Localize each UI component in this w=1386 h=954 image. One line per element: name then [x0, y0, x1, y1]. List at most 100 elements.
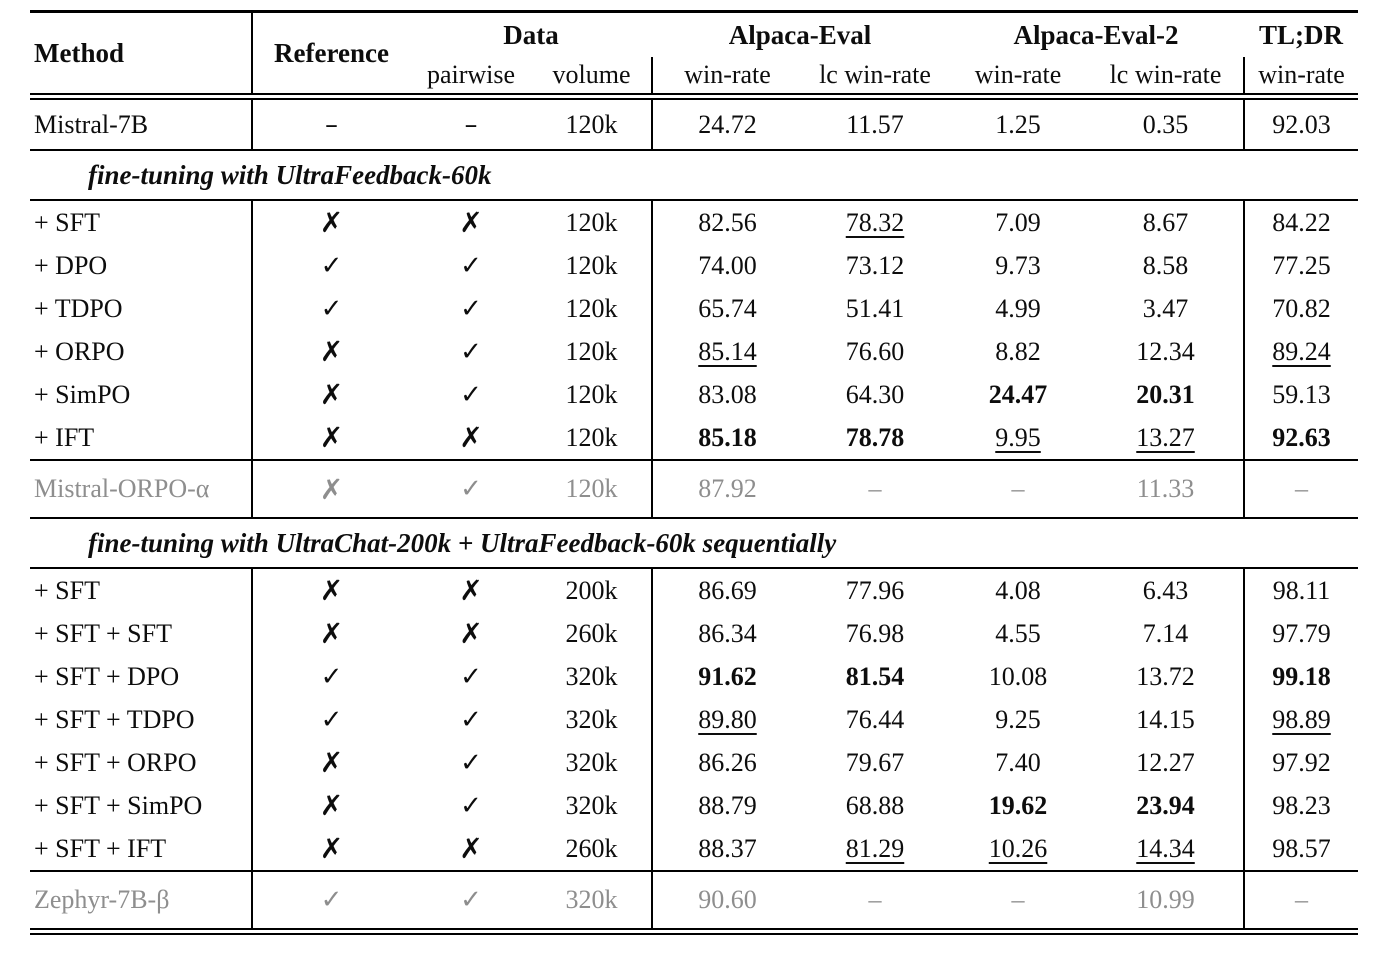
method-cell: + DPO	[30, 244, 253, 287]
ae2-lc-winrate-cell: 13.27	[1088, 416, 1245, 461]
ae2-winrate-cell: 7.40	[995, 747, 1041, 777]
reference-mark-cell: ✓	[252, 698, 410, 741]
pairwise-mark-cell: ✓	[410, 784, 532, 827]
ae2-winrate-cell: 9.25	[995, 704, 1041, 734]
pairwise-mark-cell: ✗	[410, 200, 532, 244]
ae-winrate-cell: 74.00	[651, 244, 802, 287]
method-cell: + SFT + DPO	[30, 655, 253, 698]
ae-winrate-cell: 86.69	[651, 568, 802, 612]
method-cell: + SimPO	[30, 373, 253, 416]
volume-cell: 320k	[565, 790, 618, 820]
pairwise-mark-cell: ✗	[410, 416, 532, 461]
cross-icon: ✗	[459, 206, 483, 239]
col-group-data: Data	[503, 19, 559, 50]
ae-lc-winrate-cell: 77.96	[845, 575, 905, 605]
reference-mark-cell: ✓	[252, 287, 410, 330]
check-icon: ✓	[460, 293, 482, 324]
volume-cell: 320k	[565, 704, 618, 734]
pairwise-mark-cell: ✓	[410, 871, 532, 935]
ae2-lc-winrate-cell: 0.35	[1088, 96, 1245, 151]
ae-lc-winrate-cell: 76.60	[845, 336, 905, 366]
tldr-winrate-cell: 98.57	[1243, 827, 1359, 872]
table-row-sft-sft: + SFT + SFT ✗ ✗ 260k 86.34 76.98 4.55 7.…	[30, 612, 1359, 655]
table-row-tdpo: + TDPO ✓ ✓ 120k 65.74 51.41 4.99 3.47 70…	[30, 287, 1359, 330]
method-cell: + SFT + IFT	[30, 827, 253, 872]
pairwise-mark-cell: ✓	[410, 741, 532, 784]
table-row-orpo: + ORPO ✗ ✓ 120k 85.14 76.60 8.82 12.34 8…	[30, 330, 1359, 373]
cross-icon: ✗	[319, 746, 344, 779]
ae2-lc-winrate-cell: 12.34	[1136, 336, 1195, 366]
cross-icon: ✗	[319, 574, 344, 607]
table-row-zephyr-7b-beta: Zephyr-7B-β ✓ ✓ 320k 90.60 – – 10.99 –	[30, 871, 1359, 935]
ae2-lc-winrate-cell: 13.72	[1136, 661, 1195, 691]
ae2-lc-winrate-cell: 8.67	[1142, 207, 1189, 237]
ae2-winrate-cell: 4.08	[995, 575, 1041, 605]
ae-winrate-cell: 89.80	[651, 698, 802, 741]
col-group-alpaca-eval-2: Alpaca-Eval-2	[1013, 19, 1179, 50]
cross-icon: ✗	[319, 789, 344, 822]
tldr-winrate-cell: 92.03	[1243, 96, 1359, 151]
pairwise-mark-cell: ✓	[410, 698, 532, 741]
tldr-winrate-cell: 92.63	[1243, 416, 1359, 461]
col-header-method: Method	[30, 11, 253, 100]
pairwise-mark-cell: ✓	[410, 287, 532, 330]
method-cell: + SFT + SFT	[30, 612, 253, 655]
ae2-winrate-cell: 1.25	[948, 96, 1089, 151]
method-cell: Mistral-7B	[30, 96, 253, 151]
ae2-winrate-cell: 24.47	[988, 379, 1048, 409]
check-icon: ✓	[460, 336, 482, 367]
check-icon: ✓	[320, 250, 343, 281]
results-table: Method Reference Data Alpaca-Eval Alpaca…	[30, 10, 1359, 935]
ae2-winrate-cell: –	[948, 460, 1089, 519]
ae-lc-winrate-cell: 78.32	[845, 207, 905, 237]
tldr-winrate-cell: 98.89	[1243, 698, 1359, 741]
tldr-winrate-cell: 99.18	[1243, 655, 1359, 698]
table-row-sft-simpo: + SFT + SimPO ✗ ✓ 320k 88.79 68.88 19.62…	[30, 784, 1359, 827]
tldr-winrate-cell: 70.82	[1243, 287, 1359, 330]
ae2-winrate-cell: 9.95	[948, 416, 1089, 461]
method-cell: + SFT + TDPO	[30, 698, 253, 741]
col-group-alpaca-eval: Alpaca-Eval	[728, 19, 872, 50]
ae-winrate-cell: 82.56	[651, 200, 802, 244]
reference-mark-cell: ✓	[252, 244, 410, 287]
check-icon: ✓	[320, 885, 343, 915]
cross-icon: ✗	[319, 832, 344, 865]
ae2-lc-winrate-cell: 8.58	[1142, 250, 1189, 280]
ae-winrate-cell: 91.62	[651, 655, 802, 698]
tldr-winrate-cell: 98.23	[1243, 784, 1359, 827]
reference-mark-cell: ✗	[252, 568, 410, 612]
col-header-volume: volume	[532, 57, 652, 100]
cross-icon: ✗	[319, 472, 344, 506]
pairwise-mark-cell: ✓	[410, 244, 532, 287]
table-row-mistral-orpo-alpha: Mistral-ORPO-α ✗ ✓ 120k 87.92 – – 11.33 …	[30, 460, 1359, 519]
reference-mark-cell: ✗	[252, 460, 410, 519]
cross-icon: ✗	[319, 378, 344, 411]
tldr-winrate-cell: 98.11	[1243, 568, 1359, 612]
col-header-reference: Reference	[252, 11, 410, 100]
table-row-sft: + SFT ✗ ✗ 120k 82.56 78.32 7.09 8.67 84.…	[30, 200, 1359, 244]
volume-cell: 120k	[532, 460, 652, 519]
table-row-simpo: + SimPO ✗ ✓ 120k 83.08 64.30 24.47 20.31…	[30, 373, 1359, 416]
tldr-winrate-cell: –	[1243, 460, 1359, 519]
table-row-sft-dpo: + SFT + DPO ✓ ✓ 320k 91.62 81.54 10.08 1…	[30, 655, 1359, 698]
volume-cell: 320k	[532, 871, 652, 935]
ae2-lc-winrate-cell: 23.94	[1136, 790, 1195, 820]
reference-mark-cell: –	[252, 96, 410, 151]
ae2-lc-winrate-cell: 6.43	[1142, 575, 1189, 605]
ae-winrate-cell: 88.79	[651, 784, 802, 827]
ae2-lc-winrate-cell: 20.31	[1136, 379, 1195, 409]
method-cell: + SFT	[30, 568, 253, 612]
ae-lc-winrate-cell: 76.44	[845, 704, 905, 734]
method-cell: + SFT + ORPO	[30, 741, 253, 784]
pairwise-mark-cell: ✗	[410, 827, 532, 872]
cross-icon: ✗	[459, 574, 483, 607]
cross-icon: ✗	[319, 421, 344, 454]
ae2-lc-winrate-cell: 11.33	[1088, 460, 1245, 519]
ae2-winrate-cell: 10.26	[948, 827, 1089, 872]
reference-mark-cell: ✗	[252, 200, 410, 244]
dash-mark: –	[325, 109, 338, 140]
ae-lc-winrate-cell: 81.54	[845, 661, 905, 691]
col-group-tldr: TL;DR	[1259, 19, 1344, 50]
ae2-winrate-cell: 19.62	[988, 790, 1048, 820]
ae-winrate-cell: 90.60	[651, 871, 802, 935]
